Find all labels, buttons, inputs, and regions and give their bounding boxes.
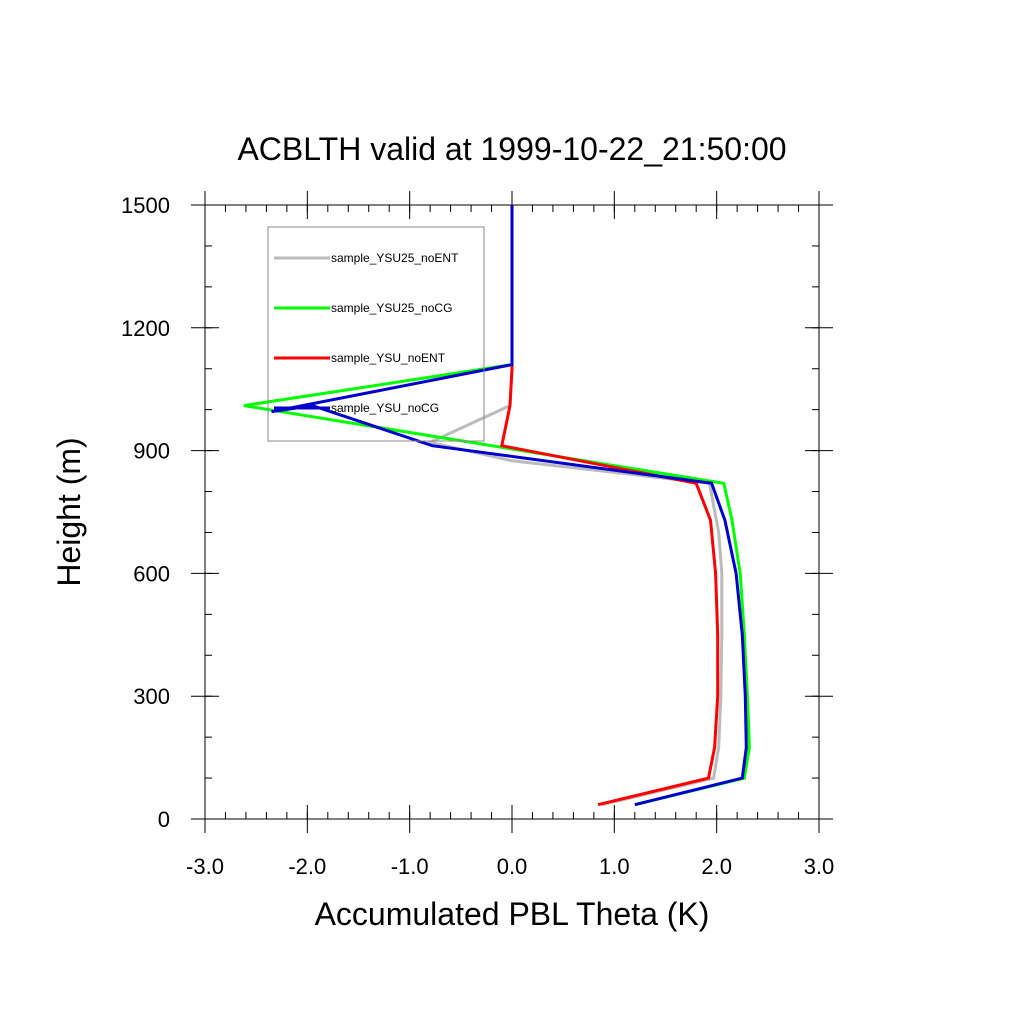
y-tick-label: 600	[133, 561, 170, 586]
series-lines	[243, 205, 751, 807]
series-line	[271, 205, 748, 807]
x-tick-label: 1.0	[599, 854, 630, 879]
chart-title: ACBLTH valid at 1999-10-22_21:50:00	[237, 131, 786, 167]
y-tick-label: 1200	[121, 316, 170, 341]
y-tick-label: 300	[133, 684, 170, 709]
x-tick-label: -1.0	[391, 854, 429, 879]
x-tick-label: -3.0	[186, 854, 224, 879]
y-tick-label: 0	[158, 807, 170, 832]
y-tick-label: 900	[133, 439, 170, 464]
series-line	[243, 205, 751, 807]
x-tick-label: 0.0	[497, 854, 528, 879]
x-tick-label: -2.0	[288, 854, 326, 879]
y-tick-labels: 0 300 600 900 1200 1500	[121, 193, 170, 832]
series-line	[425, 205, 724, 807]
legend-box	[267, 226, 485, 442]
x-tick-labels: -3.0 -2.0 -1.0 0.0 1.0 2.0 3.0	[186, 854, 834, 879]
series-line	[500, 205, 720, 807]
legend-label: sample_YSU25_noENT	[331, 251, 459, 265]
legend-label: sample_YSU25_noCG	[331, 301, 452, 315]
x-tick-label: 2.0	[701, 854, 732, 879]
legend-label: sample_YSU_noCG	[331, 401, 439, 415]
y-axis-title: Height (m)	[51, 437, 87, 586]
x-axis-title: Accumulated PBL Theta (K)	[315, 896, 710, 932]
legend: sample_YSU25_noENT sample_YSU25_noCGsampl…	[267, 226, 485, 442]
legend-label: sample_YSU_noENT	[331, 351, 446, 365]
y-tick-label: 1500	[121, 193, 170, 218]
x-tick-label: 3.0	[804, 854, 835, 879]
